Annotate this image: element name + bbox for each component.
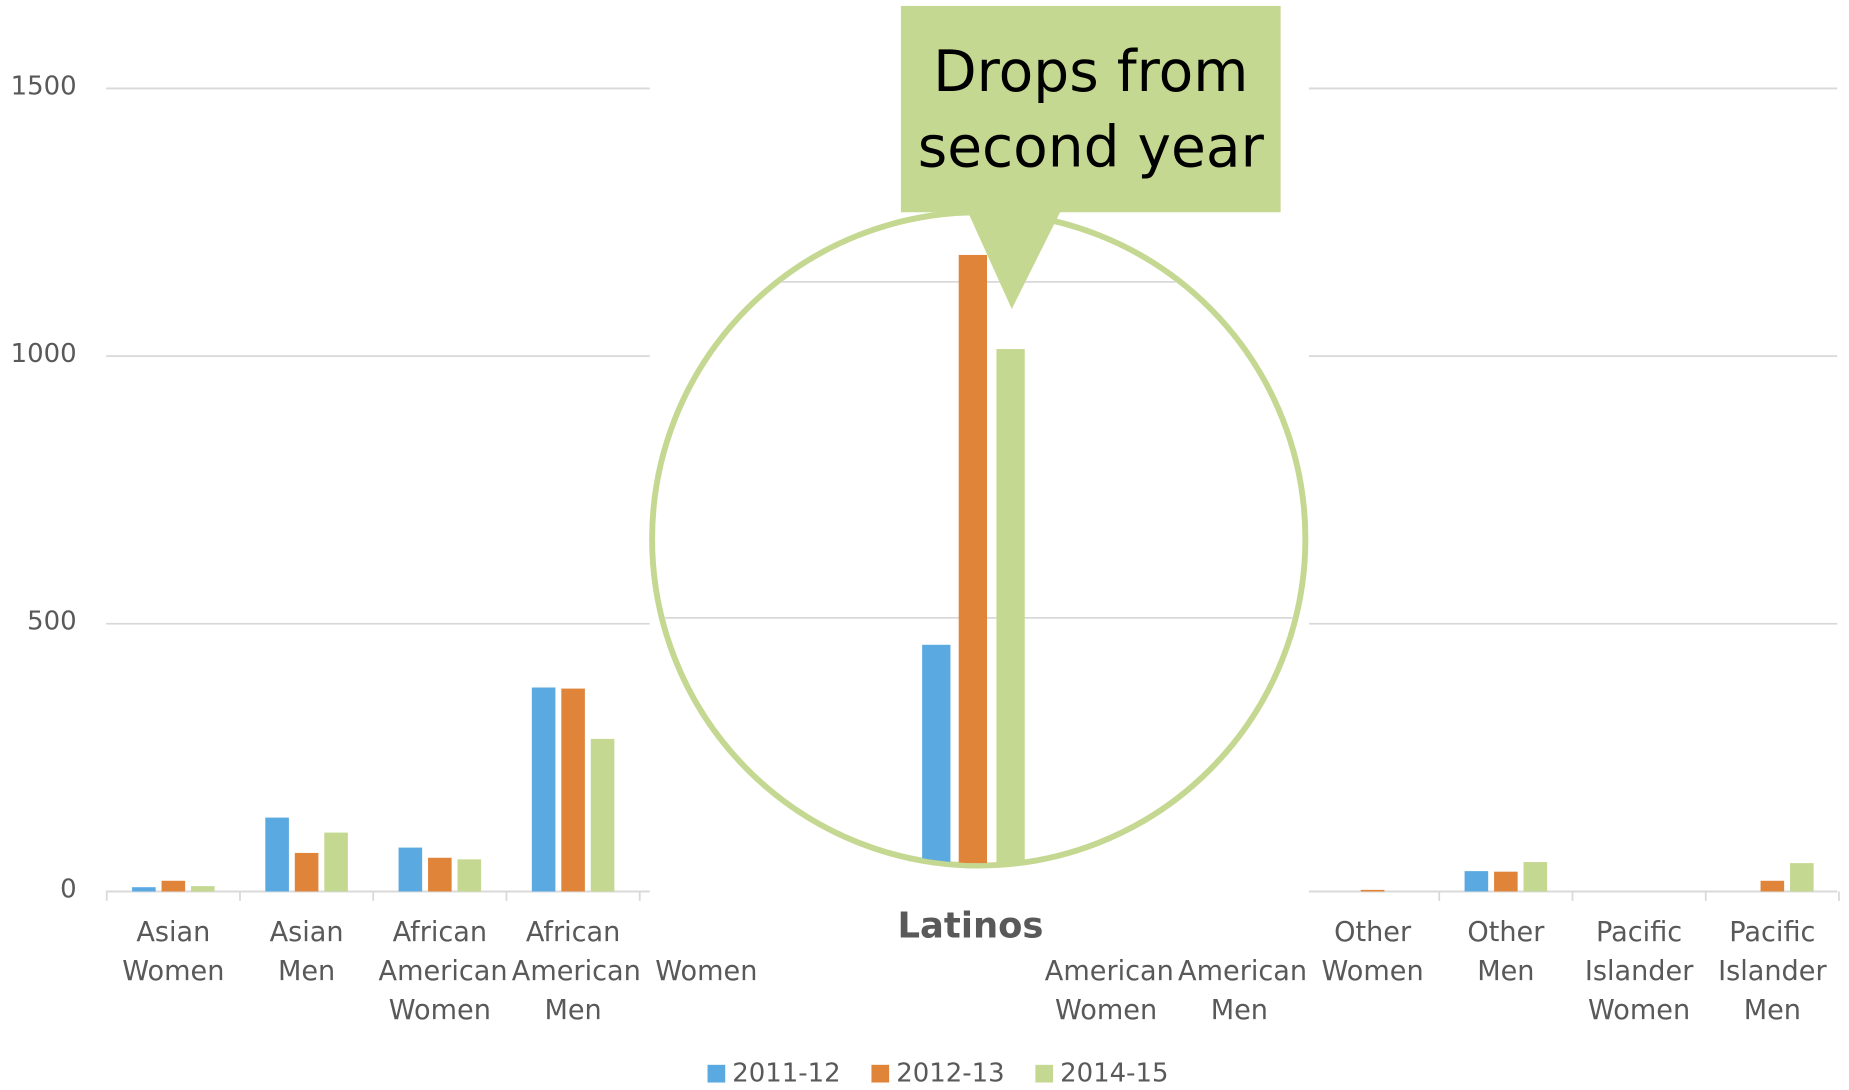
zoom-label: Latinos	[897, 905, 1044, 947]
legend-item: 2014-15	[1035, 1058, 1169, 1089]
legend-label: 2012-13	[896, 1058, 1005, 1089]
zoom-bar	[958, 254, 987, 864]
zoom-content	[654, 254, 1304, 864]
bar	[265, 817, 289, 892]
bar	[132, 887, 156, 892]
bar	[428, 857, 452, 892]
bar	[590, 738, 615, 892]
y-tick-label: 1000	[10, 339, 77, 370]
x-tick-label: Asian Men	[269, 917, 344, 987]
y-tick-label: 500	[27, 607, 77, 637]
legend-item: 2012-13	[871, 1058, 1005, 1089]
legend-swatch	[1035, 1064, 1054, 1083]
callout: Drops from second year	[900, 5, 1281, 213]
x-tick-label: American Women	[1044, 956, 1174, 1026]
y-tick-label: 1500	[10, 71, 77, 102]
bar	[294, 852, 319, 892]
bar	[1360, 889, 1385, 892]
x-tick-label: Other Women	[1321, 917, 1424, 987]
legend-item: 2011-12	[707, 1058, 841, 1089]
bar	[561, 688, 585, 892]
callout-pointer	[966, 209, 1062, 309]
bar	[398, 847, 423, 892]
x-tick-label: Pacific Islander Women	[1584, 917, 1694, 1026]
bar	[191, 886, 215, 892]
bar	[1494, 871, 1518, 892]
legend-label: 2014-15	[1060, 1058, 1169, 1089]
bar	[1523, 862, 1548, 892]
bar	[457, 859, 482, 892]
x-tick-label: African American Women	[378, 917, 508, 1026]
x-tick-label: African American Men	[511, 917, 641, 1026]
x-tick-label: Women	[655, 956, 758, 987]
bar	[531, 687, 556, 892]
x-tick-label: American Men	[1178, 956, 1308, 1026]
x-tick-label: Pacific Islander Men	[1718, 917, 1827, 1026]
bar	[1760, 880, 1785, 892]
zoom-bar	[922, 644, 951, 864]
legend-swatch	[707, 1064, 726, 1083]
y-tick-label: 0	[60, 874, 77, 905]
legend-label: 2011-12	[732, 1058, 841, 1089]
bar	[161, 880, 186, 892]
zoom-bar	[996, 349, 1025, 864]
bar	[1464, 871, 1489, 892]
bar	[1790, 863, 1814, 892]
x-tick-label: Other Men	[1467, 917, 1545, 987]
bar	[324, 832, 348, 892]
legend-swatch	[871, 1064, 890, 1083]
x-tick-label: Asian Women	[122, 917, 225, 987]
